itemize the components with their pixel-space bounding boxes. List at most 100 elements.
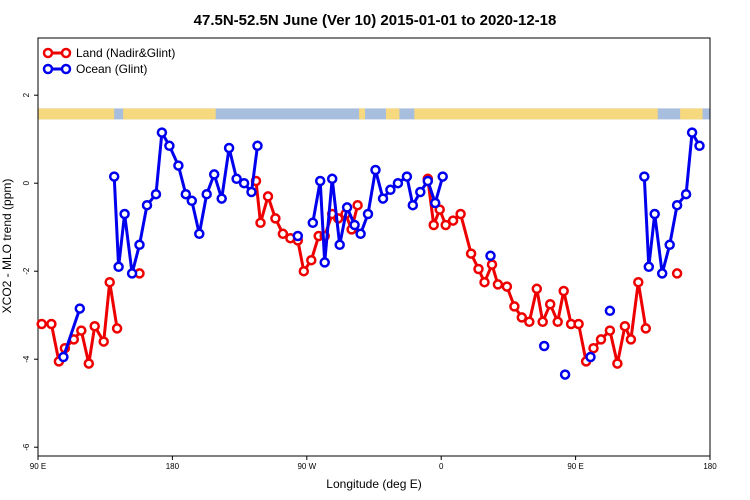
data-point [537,316,548,328]
data-point [201,188,212,200]
strip-land-segment [123,108,216,120]
data-point [680,188,692,200]
data-point [455,208,466,220]
x-tick-label: 90 E [30,462,46,471]
data-point [194,228,205,240]
data-point [164,140,175,152]
legend: Land (Nadir&Glint) Ocean (Glint) [42,46,175,76]
data-point [349,219,360,231]
data-point [619,320,631,332]
data-point [612,358,623,369]
x-tick-label: 180 [166,462,180,471]
data-point [585,351,596,363]
data-point [447,215,459,226]
x-axis: 90 E 180 90 W 0 90 E 180 [30,456,717,471]
data-point [415,186,426,198]
data-point [277,228,289,240]
data-point [104,276,115,288]
data-point [231,173,242,185]
x-tick-label: 0 [439,462,444,471]
strip-ocean [38,108,710,120]
strip-land-segment [414,108,658,120]
data-point [292,230,304,242]
data-point [307,217,319,229]
data-point [108,171,120,182]
strip-land-segment [38,108,115,120]
data-point [150,188,162,200]
data-point [639,171,650,182]
data-point [98,336,109,347]
legend-land-marker [42,47,54,59]
data-point [588,342,599,354]
data-point [694,140,705,152]
data-point [509,301,520,312]
data-point [486,259,498,270]
data-point [238,177,250,189]
data-point [625,334,637,345]
x-tick-label: 90 W [297,462,316,471]
data-point [370,164,381,176]
y-tick-label: 0 [22,180,31,185]
data-point [270,213,281,224]
data-point [573,318,584,330]
data-point [306,254,317,266]
data-point [173,160,184,171]
data-point [664,239,675,251]
data-point [298,265,310,277]
data-point [485,250,496,262]
data-point [401,171,413,182]
data-point [429,197,441,209]
data-point [58,351,69,363]
data-point [604,325,616,336]
data-point [216,193,227,204]
data-point [319,257,330,268]
strip-land-segment [385,108,400,120]
data-point [492,279,504,290]
data-point [656,268,668,279]
series-land [36,173,683,369]
y-axis-label: XCO2 - MLO trend (ppm) [0,179,14,314]
legend-land-marker-end [60,47,72,59]
data-point [362,208,374,220]
data-point [126,268,138,279]
data-point [74,303,86,314]
y-tick-label: -4 [22,355,31,363]
y-tick-label: 2 [22,92,31,97]
data-point [76,325,87,336]
data-point [341,202,353,213]
data-point [186,195,198,207]
data-point [252,140,263,152]
data-point [686,127,698,138]
y-axis: -6 -4 -2 0 2 [22,92,38,451]
data-point [326,173,338,185]
data-point [671,199,683,211]
data-point [36,318,47,330]
data-point [422,175,434,187]
data-point [314,175,326,187]
data-point [119,208,130,220]
data-point [437,171,448,182]
data-point [559,369,571,380]
legend-land-label: Land (Nadir&Glint) [76,46,175,60]
data-point [544,298,556,310]
legend-ocean-marker [42,63,54,75]
data-point [385,184,396,196]
x-tick-label: 90 E [567,462,583,471]
data-point [465,248,477,259]
data-point [208,169,220,180]
data-point [89,320,100,332]
data-point [428,219,439,231]
data-point [355,228,366,240]
y-tick-label: -2 [22,267,31,275]
data-point [479,276,490,288]
data-point [524,316,535,328]
strip-land-segment [359,108,366,120]
data-point [538,340,550,352]
data-point [113,261,124,273]
series-layer [36,127,705,380]
data-point [595,334,607,345]
chart-title: 47.5N-52.5N June (Ver 10) 2015-01-01 to … [194,12,557,29]
data-point [180,188,192,200]
